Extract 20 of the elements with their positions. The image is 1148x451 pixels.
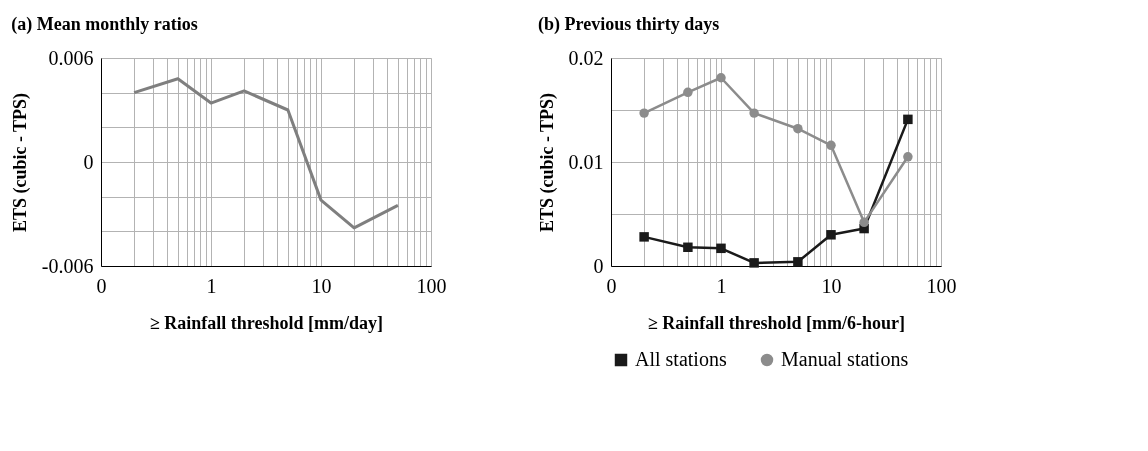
x-axis-title: ≥ Rainfall threshold [mm/day] (149, 312, 384, 333)
x-tick-label: 100 (416, 274, 447, 297)
y-tick-label: 0.01 (568, 150, 604, 173)
y-tick-label: -0.006 (41, 254, 94, 277)
chart-title: (a) Mean monthly ratios (11, 14, 198, 35)
y-axis-title: ETS (cubic - TPS) (9, 92, 31, 233)
chart-title: (b) Previous thirty days (538, 14, 720, 35)
x-tick-label: 10 (821, 274, 842, 297)
y-tick-label: 0.006 (48, 46, 94, 69)
y-tick-label: 0 (83, 150, 94, 173)
x-tick-label: 100 (926, 274, 957, 297)
x-tick-label: 1 (206, 274, 217, 297)
legend-label: All stations (635, 348, 727, 370)
y-tick-label: 0.02 (568, 46, 604, 69)
legend-label: Manual stations (781, 348, 909, 370)
x-tick-label: 1 (716, 274, 727, 297)
x-axis-title: ≥ Rainfall threshold [mm/6-hour] (647, 312, 906, 333)
y-tick-label: 0 (593, 254, 604, 277)
x-tick-label: 10 (311, 274, 332, 297)
y-axis-title: ETS (cubic - TPS) (536, 92, 558, 233)
